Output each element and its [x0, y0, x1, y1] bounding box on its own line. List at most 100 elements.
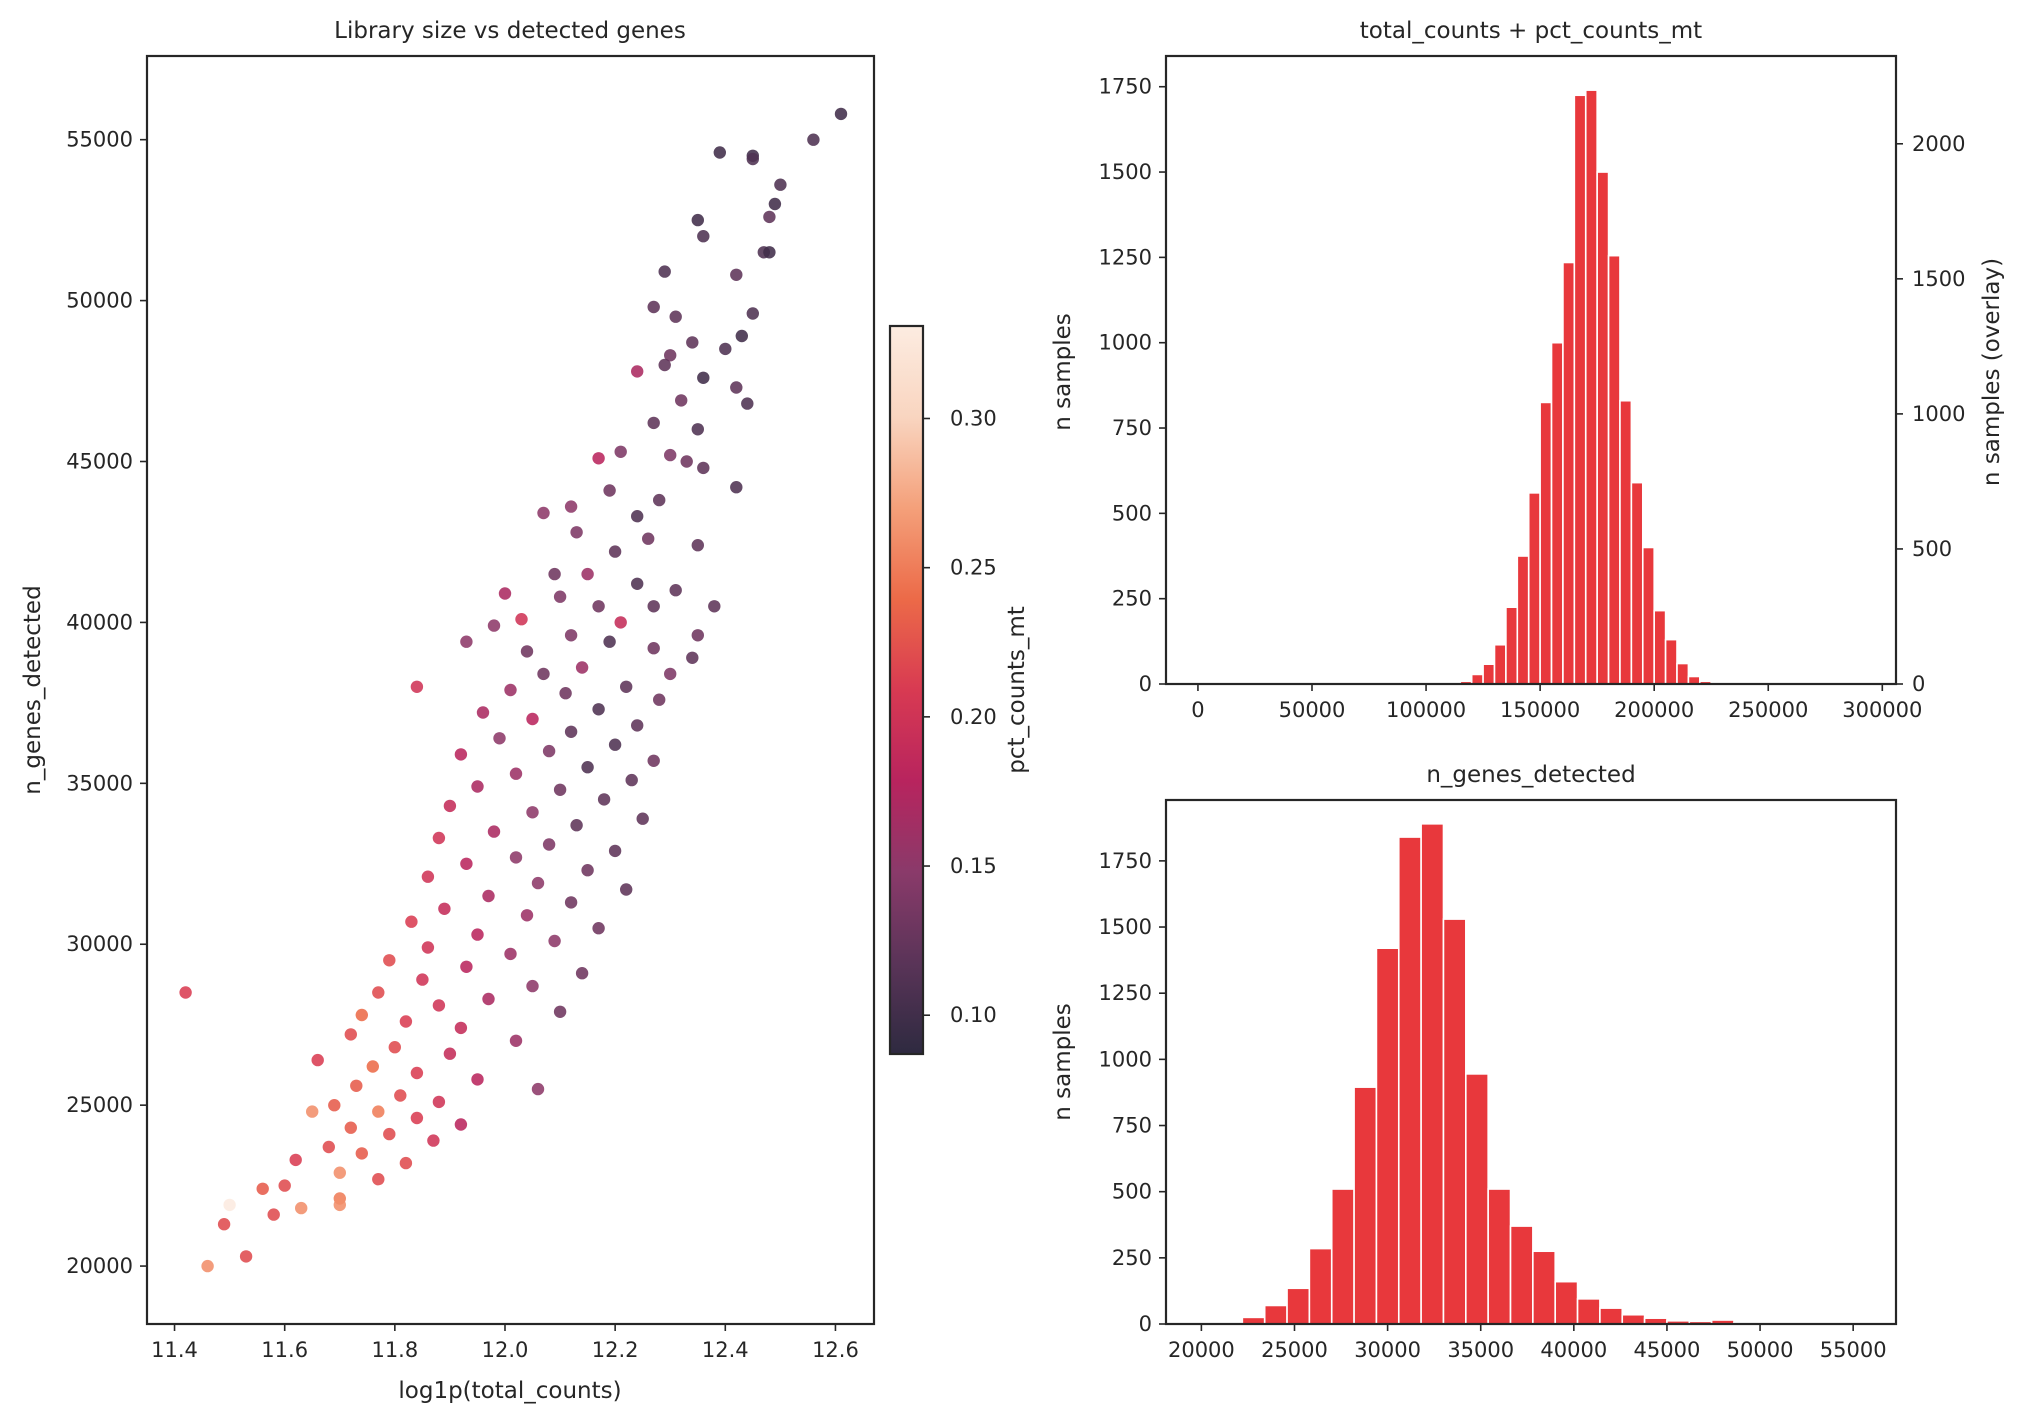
- scatter-point: [443, 799, 457, 813]
- hist-y-tick-label: 1500: [1099, 915, 1152, 939]
- scatter-point: [201, 1259, 214, 1273]
- scatter-point: [443, 1047, 457, 1060]
- scatter-point: [620, 680, 633, 693]
- scatter-point: [289, 1153, 302, 1167]
- scatter-point: [691, 629, 704, 642]
- scatter-point: [697, 371, 710, 384]
- scatter-point: [410, 1111, 424, 1125]
- scatter-point: [278, 1179, 291, 1192]
- histogram-bar: [1482, 663, 1496, 685]
- hist-x-tick-label: 0: [1191, 698, 1204, 722]
- scatter-point: [454, 1021, 468, 1035]
- scatter-point: [421, 941, 435, 954]
- scatter-point: [432, 831, 446, 845]
- scatter-point: [454, 748, 468, 761]
- scatter-point: [735, 329, 748, 343]
- scatter-x-tick-label: 11.8: [371, 1338, 418, 1362]
- scatter-point: [405, 915, 418, 928]
- scatter-point: [322, 1140, 335, 1154]
- scatter-point: [498, 587, 512, 600]
- scatter-point: [564, 725, 578, 738]
- hist-x-tick-label: 50000: [1279, 698, 1346, 722]
- colorbar-tick-label: 0.20: [950, 705, 997, 729]
- scatter-point: [625, 773, 638, 787]
- scatter-point: [388, 1041, 401, 1054]
- scatter-point: [471, 928, 484, 941]
- hist-x-tick-label: 150000: [1500, 698, 1580, 722]
- hist-y-tick-label: 1250: [1099, 245, 1152, 269]
- histogram-bar: [1465, 1073, 1489, 1325]
- scatter-y-ticks: 20000 25000 30000 35000 40000 45000 50000 55000: [66, 128, 147, 1278]
- scatter-point: [763, 210, 776, 224]
- scatter-point: [647, 416, 660, 430]
- histogram-bar: [1664, 638, 1678, 685]
- scatter-point: [686, 651, 699, 664]
- hist-y-tick-label: 750: [1112, 416, 1152, 440]
- scatter-point: [311, 1053, 324, 1067]
- scatter-point: [432, 1095, 446, 1109]
- scatter-point: [631, 719, 644, 732]
- scatter-point: [399, 1156, 413, 1170]
- scatter-point: [306, 1105, 319, 1118]
- scatter-point: [553, 783, 567, 796]
- scatter-point: [713, 146, 726, 159]
- scatter-point: [581, 761, 594, 774]
- scatter-point: [333, 1166, 346, 1179]
- histogram-bar: [1596, 171, 1610, 685]
- scatter-point: [471, 1073, 484, 1086]
- scatter-point: [487, 619, 501, 632]
- scatter-x-tick-label: 12.6: [812, 1338, 859, 1362]
- scatter-point: [592, 703, 605, 716]
- histogram-bar: [1470, 673, 1484, 685]
- histogram-bar: [1539, 401, 1553, 685]
- hist-y-tick-label: 1000: [1099, 1047, 1152, 1071]
- scatter-point: [482, 889, 495, 903]
- scatter-point: [531, 1082, 545, 1096]
- scatter-point: [267, 1208, 280, 1221]
- scatter-y-tick-label: 30000: [66, 932, 133, 956]
- histogram-bar: [1599, 1307, 1624, 1325]
- scatter-point: [807, 133, 820, 146]
- scatter-point: [631, 510, 644, 523]
- hist-y-tick-label: 250: [1112, 587, 1152, 611]
- scatter-point: [647, 300, 660, 314]
- scatter-point: [564, 500, 578, 513]
- scatter-point: [548, 567, 561, 581]
- scatter-point: [614, 616, 627, 629]
- scatter-point: [454, 1118, 468, 1131]
- scatter-point: [526, 979, 539, 993]
- histogram-bar: [1509, 1225, 1534, 1325]
- histogram-bar: [1330, 1188, 1355, 1325]
- scatter-point: [691, 213, 704, 227]
- histogram-bar: [1562, 261, 1576, 685]
- scatter-point: [438, 902, 451, 915]
- scatter-y-tick-label: 50000: [66, 289, 133, 313]
- scatter-point: [730, 481, 743, 494]
- hist-y-tick-label: 1000: [1099, 331, 1152, 355]
- scatter-x-tick-label: 11.6: [261, 1338, 308, 1362]
- scatter-point: [537, 506, 550, 520]
- scatter-point: [333, 1198, 346, 1212]
- scatter-point: [647, 600, 660, 613]
- scatter-point: [399, 1015, 413, 1028]
- scatter-point: [697, 461, 710, 475]
- scatter-point: [834, 107, 848, 121]
- scatter-point: [608, 545, 622, 558]
- scatter-point: [675, 394, 688, 407]
- scatter-point: [553, 590, 567, 603]
- histogram-bar: [1286, 1287, 1311, 1325]
- scatter-point: [515, 613, 528, 626]
- scatter-point: [223, 1198, 236, 1212]
- hist-y-tick-label: 500: [1112, 1180, 1152, 1204]
- hist-y-right-tick-label: 0: [1912, 672, 1925, 696]
- hist-y-tick-label: 0: [1139, 1312, 1152, 1336]
- scatter-point: [653, 493, 666, 507]
- hist2-x-ticks: 20000 25000 30000 35000 40000 45000 50000 55000: [1168, 1324, 1887, 1362]
- scatter-point: [542, 744, 556, 758]
- hist-x-tick-label: 40000: [1540, 1338, 1607, 1362]
- scatter-point: [531, 876, 545, 890]
- scatter-point: [421, 870, 435, 883]
- histogram-bar: [1397, 836, 1422, 1325]
- scatter-point: [564, 896, 578, 909]
- scatter-point: [548, 934, 561, 948]
